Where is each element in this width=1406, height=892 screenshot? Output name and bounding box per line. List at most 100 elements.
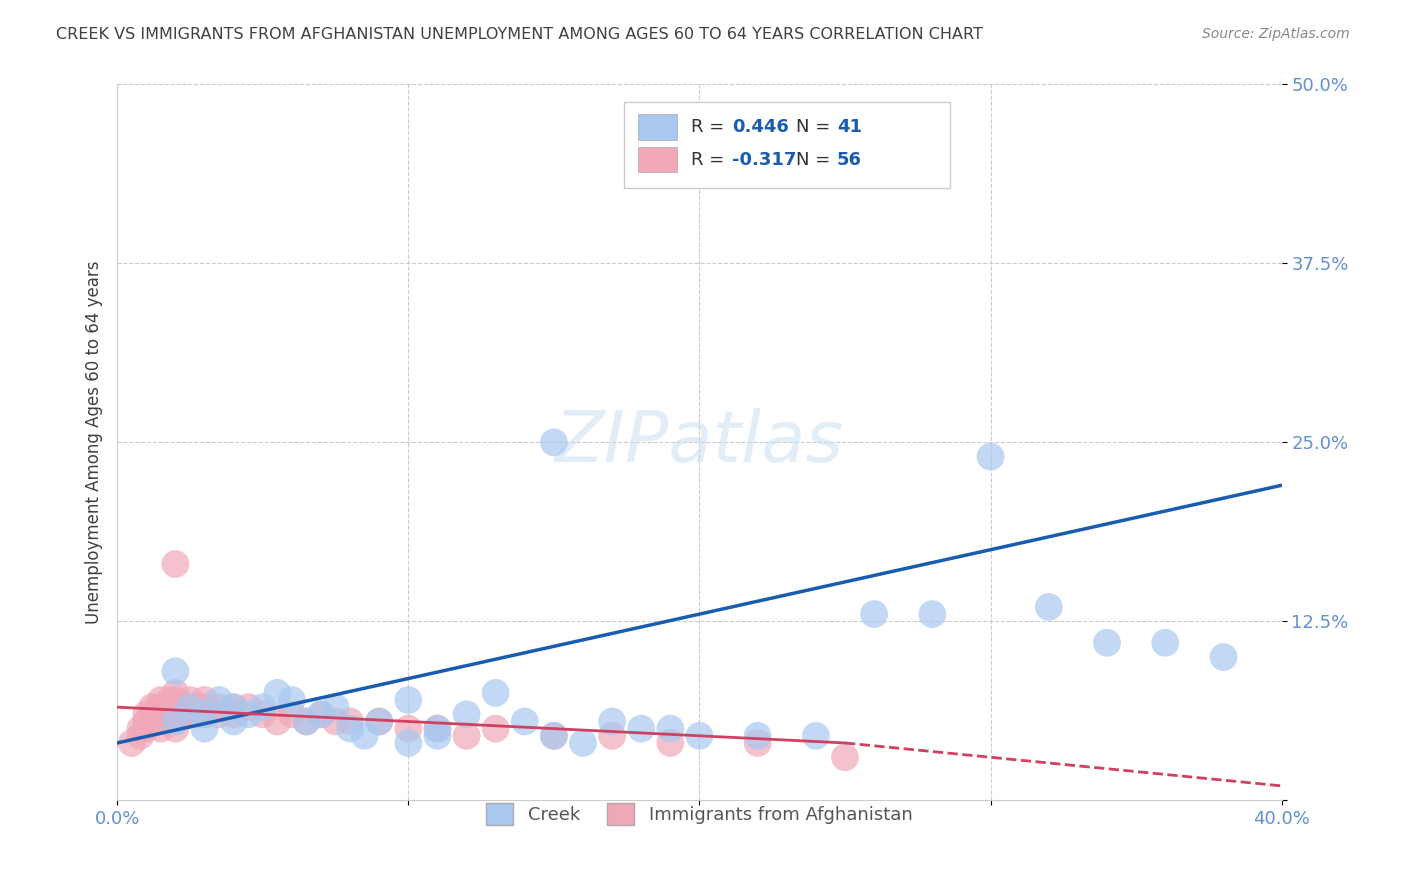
Point: [135, 722, 157, 736]
Point: [572, 736, 595, 750]
Point: [121, 736, 143, 750]
Point: [543, 729, 565, 743]
Point: [141, 707, 163, 722]
Point: [513, 714, 536, 729]
Point: [165, 686, 187, 700]
Point: [659, 736, 682, 750]
Point: [179, 707, 201, 722]
Point: [485, 722, 508, 736]
Point: [921, 607, 943, 621]
Point: [193, 700, 215, 714]
Text: R =: R =: [692, 118, 730, 136]
Point: [165, 665, 187, 679]
Point: [266, 714, 288, 729]
Point: [179, 693, 201, 707]
Text: Source: ZipAtlas.com: Source: ZipAtlas.com: [1202, 27, 1350, 41]
Point: [804, 729, 827, 743]
Point: [208, 700, 231, 714]
Point: [1095, 636, 1118, 650]
Point: [368, 714, 391, 729]
Point: [170, 707, 193, 722]
Point: [252, 707, 274, 722]
Point: [309, 707, 332, 722]
Point: [747, 729, 769, 743]
Point: [141, 700, 163, 714]
Point: [456, 707, 478, 722]
Point: [325, 714, 347, 729]
Point: [426, 722, 449, 736]
Point: [281, 693, 304, 707]
Point: [325, 700, 347, 714]
Point: [396, 722, 419, 736]
Bar: [624, 103, 950, 188]
Point: [339, 722, 361, 736]
Bar: [638, 114, 678, 139]
Y-axis label: Unemployment Among Ages 60 to 64 years: Unemployment Among Ages 60 to 64 years: [86, 260, 103, 624]
Point: [193, 707, 215, 722]
Text: -0.317: -0.317: [733, 151, 796, 169]
Point: [863, 607, 886, 621]
Point: [396, 736, 419, 750]
Point: [980, 450, 1002, 464]
Text: R =: R =: [692, 151, 730, 169]
Point: [368, 714, 391, 729]
Point: [187, 707, 209, 722]
Point: [1154, 636, 1177, 650]
Point: [129, 722, 152, 736]
Point: [179, 700, 201, 714]
Point: [1212, 650, 1234, 665]
Point: [659, 722, 682, 736]
Point: [600, 714, 623, 729]
Point: [165, 714, 187, 729]
Point: [600, 729, 623, 743]
Point: [238, 700, 260, 714]
Point: [149, 700, 172, 714]
Point: [149, 707, 172, 722]
Point: [222, 707, 245, 722]
Point: [222, 714, 245, 729]
Point: [396, 693, 419, 707]
Point: [426, 722, 449, 736]
Point: [456, 729, 478, 743]
Text: N =: N =: [796, 151, 837, 169]
Point: [135, 707, 157, 722]
Point: [141, 714, 163, 729]
Point: [159, 700, 181, 714]
Point: [295, 714, 318, 729]
Point: [339, 714, 361, 729]
Point: [193, 707, 215, 722]
Point: [165, 722, 187, 736]
Point: [281, 707, 304, 722]
Text: 41: 41: [837, 118, 862, 136]
Point: [193, 722, 215, 736]
Bar: [638, 146, 678, 172]
Point: [165, 557, 187, 571]
Point: [179, 700, 201, 714]
Point: [630, 722, 652, 736]
Point: [834, 750, 856, 764]
Point: [170, 700, 193, 714]
Point: [149, 722, 172, 736]
Point: [165, 693, 187, 707]
Point: [193, 693, 215, 707]
Text: CREEK VS IMMIGRANTS FROM AFGHANISTAN UNEMPLOYMENT AMONG AGES 60 TO 64 YEARS CORR: CREEK VS IMMIGRANTS FROM AFGHANISTAN UNE…: [56, 27, 983, 42]
Point: [135, 714, 157, 729]
Point: [426, 729, 449, 743]
Point: [688, 729, 710, 743]
Point: [353, 729, 375, 743]
Point: [208, 707, 231, 722]
Point: [543, 729, 565, 743]
Text: 0.446: 0.446: [733, 118, 789, 136]
Point: [1038, 599, 1060, 614]
Point: [543, 435, 565, 450]
Point: [149, 693, 172, 707]
Point: [165, 714, 187, 729]
Legend: Creek, Immigrants from Afghanistan: Creek, Immigrants from Afghanistan: [478, 794, 921, 834]
Point: [485, 686, 508, 700]
Point: [159, 693, 181, 707]
Point: [252, 700, 274, 714]
Point: [747, 736, 769, 750]
Point: [165, 700, 187, 714]
Point: [129, 729, 152, 743]
Point: [222, 700, 245, 714]
